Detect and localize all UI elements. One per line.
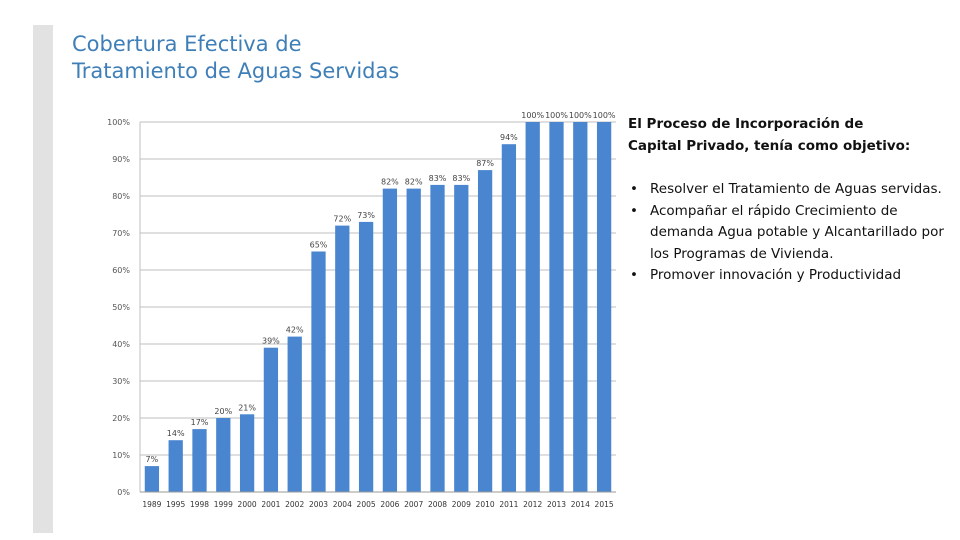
bar-value-label: 100% [593,111,616,120]
y-tick-label: 40% [112,340,130,349]
bar-value-label: 39% [262,337,280,346]
bar-value-label: 42% [286,326,304,335]
bar [335,225,350,492]
objective-item: Resolver el Tratamiento de Aguas servida… [628,179,948,201]
x-tick-label: 2009 [452,500,471,509]
x-tick-label: 2010 [476,500,495,509]
bar-value-label: 83% [452,174,470,183]
x-tick-label: 2007 [404,500,423,509]
bar-value-label: 100% [545,111,568,120]
bar [263,347,279,492]
bar-value-label: 21% [238,403,256,412]
bar-value-label: 14% [167,429,185,438]
y-tick-label: 100% [107,118,130,127]
bar-value-label: 100% [569,111,592,120]
x-tick-label: 2012 [523,500,542,509]
bar-value-label: 100% [521,111,544,120]
bar [525,122,540,492]
x-tick-label: 2013 [547,500,566,509]
x-tick-label: 2008 [428,500,447,509]
x-tick-label: 2014 [571,500,590,509]
bar [573,122,588,492]
bar-value-label: 17% [191,418,209,427]
x-tick-label: 2001 [261,500,280,509]
y-tick-label: 60% [112,266,130,275]
bar [144,466,160,492]
objectives-intro: El Proceso de Incorporación de Capital P… [628,114,948,157]
y-tick-label: 80% [112,192,130,201]
objectives-text: El Proceso de Incorporación de Capital P… [628,114,948,287]
x-tick-label: 1995 [166,500,185,509]
x-tick-label: 2011 [499,500,518,509]
bar [406,188,421,492]
bar [239,414,255,492]
bar [454,184,469,492]
y-tick-label: 50% [112,303,130,312]
bar [311,251,326,492]
y-tick-label: 90% [112,155,130,164]
objective-item: Promover innovación y Productividad [628,265,948,287]
bar [287,336,302,492]
bar-value-label: 65% [310,241,328,250]
y-tick-label: 10% [112,451,130,460]
x-tick-label: 2003 [309,500,328,509]
bar-value-label: 20% [214,407,232,416]
bar [501,144,517,492]
y-tick-label: 20% [112,414,130,423]
y-tick-label: 70% [112,229,130,238]
slide-title-line-2: Tratamiento de Aguas Servidas [72,59,400,83]
x-tick-label: 2005 [357,500,376,509]
objectives-intro-line-1: El Proceso de Incorporación de [628,116,864,132]
bar-value-label: 82% [381,178,399,187]
bar [216,418,231,492]
x-tick-label: 2006 [380,500,399,509]
slide-title-line-1: Cobertura Efectiva de [72,32,302,56]
objectives-intro-line-2: Capital Privado, tenía como objetivo: [628,137,911,154]
bar-value-label: 73% [357,211,375,220]
y-tick-label: 30% [112,377,130,386]
bar-value-label: 94% [500,133,518,142]
y-tick-label: 0% [117,488,130,497]
x-tick-label: 2004 [333,500,352,509]
bar-value-label: 83% [429,174,447,183]
x-tick-label: 2002 [285,500,304,509]
bar [192,429,207,492]
x-tick-label: 2015 [595,500,614,509]
slide-side-bar [33,25,53,533]
bar [382,188,398,492]
bar [549,122,564,492]
bar [430,184,445,492]
coverage-bar-chart: 0% 10% 20% 30% 40% 50% 60% 70% 80% 90% 100% 7% 1989 1… [107,111,616,509]
bar [596,122,612,492]
objectives-list: Resolver el Tratamiento de Aguas servida… [628,179,948,287]
x-tick-label: 1999 [214,500,233,509]
bar [477,170,493,492]
x-tick-label: 2000 [238,500,257,509]
bar [358,221,374,492]
bar-value-label: 82% [405,178,423,187]
x-tick-label: 1998 [190,500,209,509]
x-tick-label: 1989 [142,500,161,509]
bar-value-label: 7% [146,455,159,464]
bar-value-label: 87% [476,159,494,168]
objective-item: Acompañar el rápido Crecimiento de deman… [628,201,948,266]
bar-value-label: 72% [333,215,351,224]
bar [168,440,183,492]
slide-title: Cobertura Efectiva de Tratamiento de Agu… [72,31,399,85]
